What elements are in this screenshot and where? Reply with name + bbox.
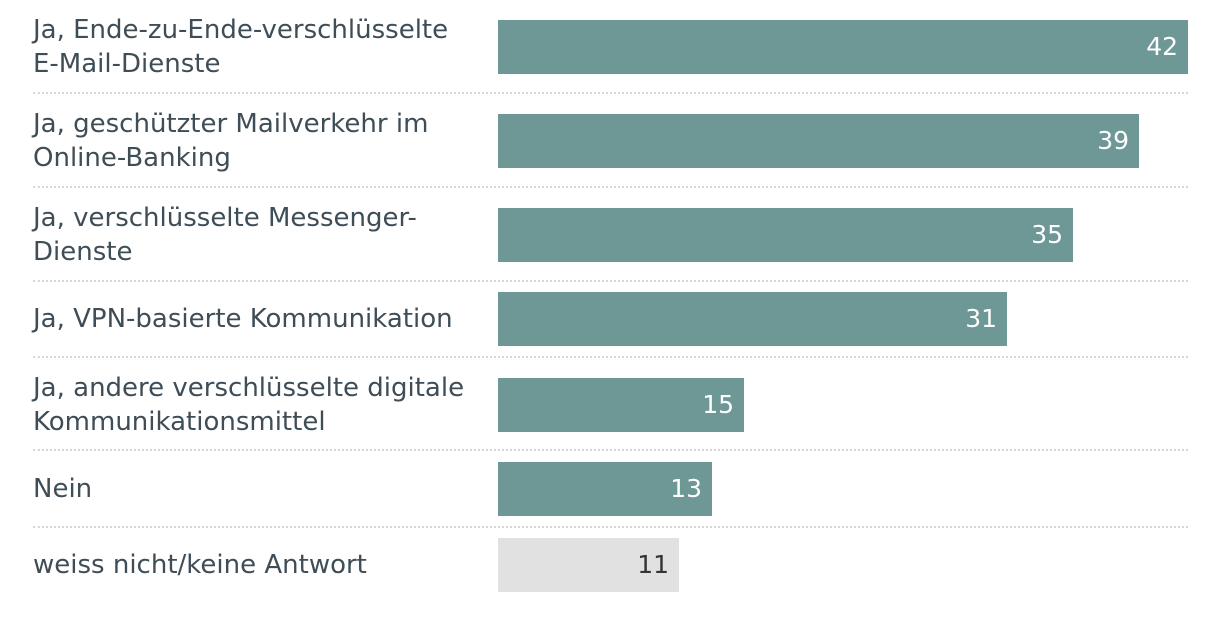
bar: 35	[498, 208, 1073, 262]
bar: 42	[498, 20, 1188, 74]
bar-value-label: 42	[1146, 32, 1178, 61]
bar: 13	[498, 462, 712, 516]
category-label: Nein	[33, 474, 93, 504]
bar-value-label: 15	[702, 390, 734, 419]
category-label: Ja, andere verschlüsselte digitale Kommu…	[33, 373, 465, 437]
bar-value-label: 13	[670, 474, 702, 503]
row-divider	[33, 449, 1188, 451]
bar-value-label: 35	[1031, 220, 1063, 249]
category-label: Ja, VPN-basierte Kommunikation	[33, 304, 453, 334]
bar-value-label: 31	[965, 304, 997, 333]
category-label: Ja, geschützter Mailverkehr im Online-Ba…	[33, 109, 429, 173]
bar: 15	[498, 378, 744, 432]
bar: 11	[498, 538, 679, 592]
bar: 39	[498, 114, 1139, 168]
row-divider	[33, 92, 1188, 94]
category-label: Ja, verschlüsselte Messenger- Dienste	[33, 203, 417, 267]
row-divider	[33, 280, 1188, 282]
bar: 31	[498, 292, 1007, 346]
category-label: Ja, Ende-zu-Ende-verschlüsselte E-Mail-D…	[33, 15, 449, 79]
bar-value-label: 11	[637, 550, 669, 579]
category-label: weiss nicht/keine Antwort	[33, 550, 367, 580]
row-divider	[33, 186, 1188, 188]
row-divider	[33, 356, 1188, 358]
bar-value-label: 39	[1097, 126, 1129, 155]
row-divider	[33, 526, 1188, 528]
